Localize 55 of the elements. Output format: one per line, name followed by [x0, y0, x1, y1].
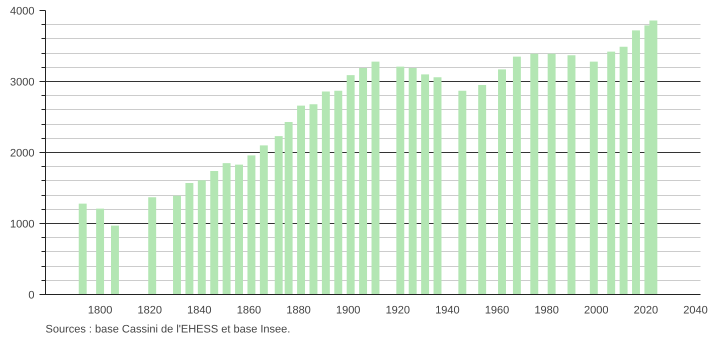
bar: [620, 46, 628, 294]
bar: [421, 74, 430, 294]
x-tick-label: 1940: [435, 304, 460, 316]
bar: [322, 91, 330, 294]
x-tick-label: 1820: [137, 304, 162, 316]
x-tick-label: 1900: [336, 304, 360, 316]
bar: [297, 106, 306, 294]
x-tick-label: 2000: [584, 304, 609, 316]
x-tick-label: 1880: [286, 304, 311, 316]
bar: [96, 208, 104, 294]
bar: [548, 54, 556, 294]
bar: [222, 163, 231, 294]
bar: [607, 52, 616, 294]
bar: [478, 85, 486, 294]
x-tick-label: 1840: [187, 304, 212, 316]
y-tick-label: 4000: [10, 6, 35, 18]
bar: [498, 69, 506, 294]
bar: [111, 226, 119, 294]
x-tick-label: 1800: [88, 304, 112, 316]
bar: [590, 62, 598, 294]
x-tick-label: 2040: [683, 304, 708, 316]
bar: [434, 77, 442, 294]
bar: [198, 180, 206, 294]
bar: [359, 68, 368, 294]
y-tick-label: 0: [28, 290, 35, 302]
bar: [260, 145, 268, 294]
x-tick-label: 1960: [484, 304, 510, 316]
bar: [458, 90, 466, 294]
bar: [530, 54, 538, 294]
bar: [408, 68, 417, 294]
bar: [284, 122, 293, 294]
bar: [346, 75, 355, 294]
bar: [247, 155, 256, 294]
x-tick-label: 1920: [386, 304, 410, 316]
x-tick-label: 2020: [634, 304, 658, 316]
bar: [334, 90, 342, 294]
bar: [309, 104, 318, 294]
bar: [396, 66, 404, 294]
bar: [185, 183, 194, 294]
bar: [274, 136, 283, 294]
y-tick-label: 3000: [10, 76, 35, 88]
bar: [78, 204, 87, 294]
source-note: Sources : base Cassini de l'EHESS et base Insee.: [46, 324, 290, 336]
bar: [173, 196, 181, 294]
y-tick-label: 1000: [10, 218, 35, 230]
bar: [148, 197, 156, 294]
bar: [632, 30, 640, 294]
bar: [512, 56, 521, 294]
y-tick-label: 2000: [10, 148, 35, 160]
bar: [235, 164, 243, 294]
bar: [210, 170, 218, 294]
x-tick-label: 1980: [534, 304, 559, 316]
bar: [372, 62, 380, 294]
x-tick-label: 1860: [236, 304, 262, 316]
bar: [568, 55, 576, 294]
